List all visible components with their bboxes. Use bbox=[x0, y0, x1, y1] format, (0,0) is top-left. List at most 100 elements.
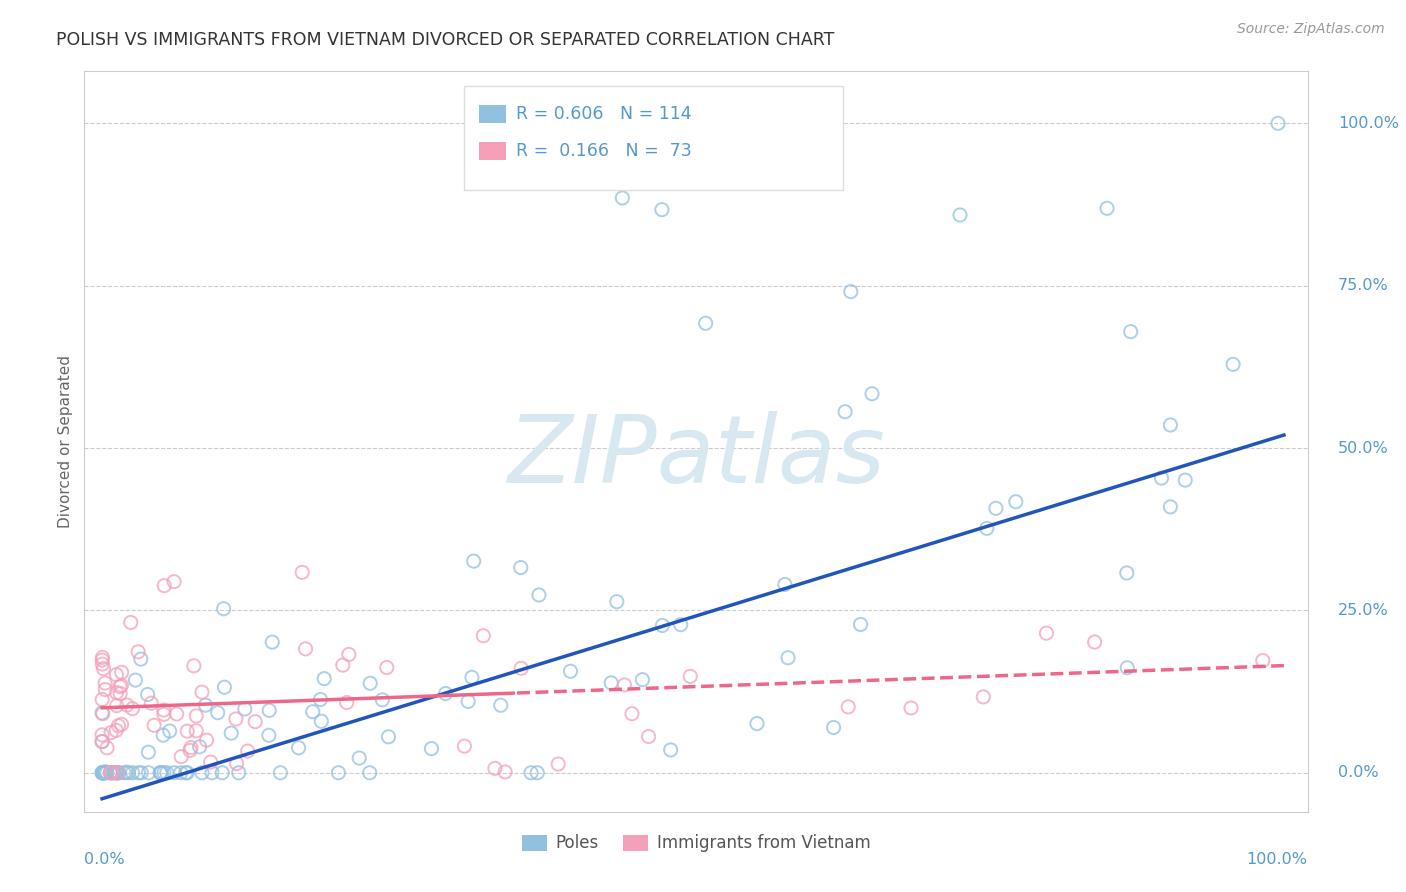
Point bbox=[153, 579, 176, 593]
Point bbox=[1174, 473, 1197, 487]
Text: R =  0.166   N =  73: R = 0.166 N = 73 bbox=[516, 142, 692, 160]
Point bbox=[200, 755, 222, 769]
Point bbox=[176, 765, 198, 780]
Point bbox=[1159, 500, 1181, 514]
Point bbox=[332, 658, 354, 673]
Point bbox=[976, 521, 998, 535]
Point bbox=[1035, 626, 1057, 640]
Point bbox=[228, 765, 250, 780]
Text: 100.0%: 100.0% bbox=[1247, 853, 1308, 867]
Point bbox=[100, 765, 122, 780]
Point bbox=[1095, 202, 1118, 216]
Point bbox=[91, 765, 114, 780]
Point bbox=[100, 725, 122, 739]
Point bbox=[773, 577, 796, 591]
Point bbox=[776, 650, 799, 665]
Point bbox=[837, 699, 859, 714]
Point bbox=[91, 765, 114, 780]
Point bbox=[141, 696, 163, 710]
Point bbox=[98, 765, 121, 780]
Point bbox=[527, 588, 550, 602]
Point bbox=[112, 765, 135, 780]
Point bbox=[823, 721, 845, 735]
Point bbox=[745, 716, 768, 731]
Text: 0.0%: 0.0% bbox=[1339, 765, 1379, 780]
Point bbox=[287, 740, 309, 755]
Point bbox=[108, 765, 131, 780]
Point bbox=[375, 660, 398, 674]
Point bbox=[359, 765, 381, 780]
Point bbox=[103, 765, 125, 780]
Point bbox=[520, 765, 543, 780]
Point bbox=[94, 676, 117, 690]
Point bbox=[108, 680, 131, 694]
Point bbox=[91, 765, 114, 780]
Point bbox=[105, 765, 128, 780]
Point bbox=[225, 712, 247, 726]
Point bbox=[631, 673, 654, 687]
Point bbox=[143, 718, 166, 732]
Point bbox=[839, 285, 862, 299]
Point bbox=[107, 719, 129, 733]
Point bbox=[494, 764, 516, 779]
Point bbox=[257, 728, 280, 742]
Y-axis label: Divorced or Separated: Divorced or Separated bbox=[58, 355, 73, 528]
Text: 25.0%: 25.0% bbox=[1339, 603, 1389, 618]
Point bbox=[93, 662, 115, 676]
Point bbox=[949, 208, 972, 222]
Point bbox=[1159, 417, 1181, 432]
Point bbox=[94, 682, 117, 697]
Point bbox=[659, 743, 682, 757]
Point bbox=[371, 693, 394, 707]
Point bbox=[262, 635, 284, 649]
Point bbox=[91, 765, 114, 780]
Point bbox=[457, 694, 479, 708]
Point bbox=[124, 673, 146, 687]
Point bbox=[170, 749, 193, 764]
Point bbox=[233, 702, 256, 716]
Point bbox=[152, 728, 174, 742]
Point bbox=[679, 669, 702, 683]
Point bbox=[105, 723, 128, 738]
Point bbox=[105, 765, 128, 780]
Point bbox=[156, 765, 179, 780]
Point bbox=[108, 686, 131, 700]
Point bbox=[149, 765, 172, 780]
Point bbox=[91, 734, 114, 748]
Point bbox=[336, 696, 359, 710]
Point bbox=[100, 765, 122, 780]
Point bbox=[420, 741, 443, 756]
Point bbox=[117, 765, 139, 780]
Text: POLISH VS IMMIGRANTS FROM VIETNAM DIVORCED OR SEPARATED CORRELATION CHART: POLISH VS IMMIGRANTS FROM VIETNAM DIVORC… bbox=[56, 31, 835, 49]
Point bbox=[186, 723, 208, 738]
Point bbox=[127, 765, 149, 780]
Point bbox=[107, 765, 129, 780]
Point bbox=[606, 595, 628, 609]
Point bbox=[526, 765, 548, 780]
Point bbox=[120, 615, 142, 630]
Point bbox=[91, 734, 114, 748]
Point bbox=[195, 733, 218, 747]
Point bbox=[620, 706, 643, 721]
Point bbox=[163, 765, 186, 780]
Point bbox=[612, 191, 634, 205]
Point bbox=[105, 765, 128, 780]
Point bbox=[136, 688, 159, 702]
Point bbox=[191, 765, 214, 780]
Point bbox=[105, 685, 128, 699]
Point bbox=[153, 765, 176, 780]
Point bbox=[359, 676, 381, 690]
Point bbox=[1222, 357, 1244, 371]
Point bbox=[489, 698, 512, 713]
Point bbox=[834, 405, 856, 419]
Point bbox=[472, 629, 495, 643]
Point bbox=[166, 706, 188, 721]
Point bbox=[225, 756, 247, 771]
Point bbox=[269, 765, 291, 780]
Point bbox=[434, 687, 457, 701]
Point bbox=[105, 698, 128, 713]
Point bbox=[91, 706, 114, 720]
Point bbox=[294, 641, 316, 656]
Point bbox=[91, 765, 114, 780]
Text: 75.0%: 75.0% bbox=[1339, 278, 1389, 293]
